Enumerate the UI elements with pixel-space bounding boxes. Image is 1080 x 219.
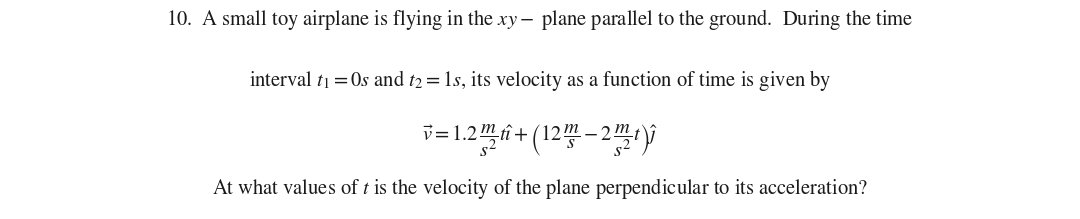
Text: $\vec{v} = 1.2\,\dfrac{m}{s^2}t\hat{\imath} + \left(12\,\dfrac{m}{s} - 2\,\dfrac: $\vec{v} = 1.2\,\dfrac{m}{s^2}t\hat{\ima… (422, 123, 658, 159)
Text: 10.  A small toy airplane is flying in the $xy-$ plane parallel to the ground.  : 10. A small toy airplane is flying in th… (166, 7, 914, 32)
Text: At what values of $t$ is the velocity of the plane perpendicular to its accelera: At what values of $t$ is the velocity of… (212, 177, 868, 201)
Text: interval $t_1 = 0s$ and $t_2 = 1s$, its velocity as a function of time is given : interval $t_1 = 0s$ and $t_2 = 1s$, its … (248, 68, 832, 93)
